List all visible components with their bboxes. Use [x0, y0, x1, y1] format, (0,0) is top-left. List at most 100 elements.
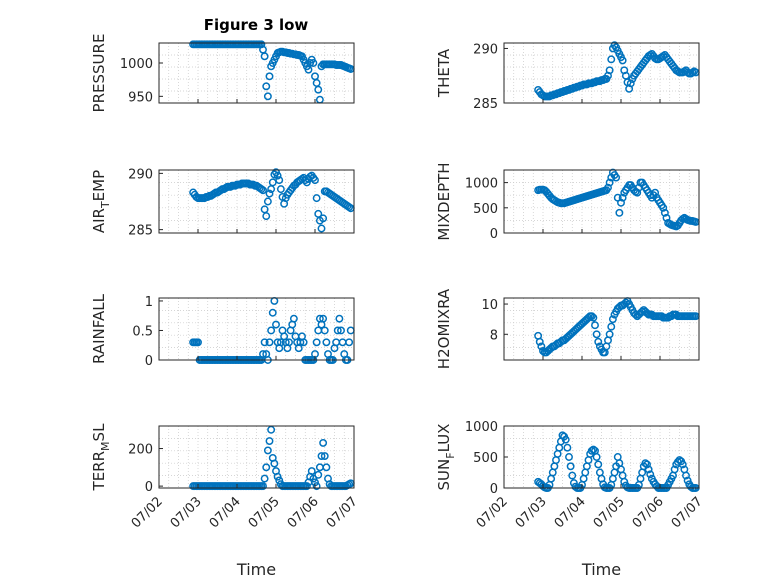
data-point — [631, 310, 640, 319]
x-tick-label: 07/03 — [513, 494, 550, 531]
y-axis-label: AIRTEMP — [90, 170, 112, 233]
x-tick-label: 07/05 — [246, 494, 283, 531]
y-tick-label: 8 — [490, 328, 498, 343]
x-axis-label: Time — [236, 560, 276, 579]
y-axis-label: H2OMIXRA — [435, 288, 453, 369]
subplot-sun-flux: 0 500 1000 07/02 07/03 07/04 07/05 07/06 07/07 Ti… — [435, 420, 706, 579]
data-point — [263, 92, 272, 101]
data-point — [320, 326, 329, 335]
y-axis-label: SUNFLUX — [435, 424, 457, 491]
data-point — [644, 465, 653, 474]
y-tick-label: 10 — [481, 298, 498, 313]
y-tick-label: 1 — [145, 295, 153, 310]
data-point — [275, 476, 284, 485]
y-label-main: MIXDEPTH — [435, 162, 453, 240]
data-point — [268, 178, 277, 187]
y-axis-label: RAINFALL — [90, 293, 108, 364]
data-point — [660, 208, 669, 217]
subplot-h2omixra: 8 10 H2OMIXRA — [435, 288, 700, 369]
data-point — [591, 321, 599, 330]
y-label-main: H2OMIXRA — [435, 288, 453, 369]
y-tick-label: 290 — [473, 42, 498, 57]
y-tick-label: 500 — [473, 202, 498, 217]
data-point — [272, 320, 280, 329]
data-point — [312, 482, 321, 491]
data-point — [626, 79, 635, 88]
y-tick-label: 0.5 — [132, 324, 153, 339]
x-axis-label: Time — [581, 560, 621, 579]
data-point — [643, 460, 651, 469]
data-point — [267, 425, 276, 434]
data-point — [651, 188, 660, 197]
y-tick-label: 0 — [490, 482, 498, 497]
subplot-theta: 285 290 THETA — [435, 41, 700, 112]
x-tick-label: 07/03 — [168, 494, 205, 531]
data-point — [604, 183, 612, 192]
data-point — [260, 474, 269, 483]
data-point — [678, 460, 687, 469]
y-label-main: PRESSURE — [90, 34, 108, 113]
data-point — [265, 72, 274, 81]
data-point — [620, 477, 629, 486]
y-label-main: THETA — [435, 48, 453, 98]
data-point — [605, 66, 614, 75]
data-point — [260, 52, 269, 61]
x-tick-label: 07/02 — [474, 494, 511, 531]
y-tick-label: 1000 — [465, 420, 498, 435]
y-axis-label: TERRMSL — [90, 423, 112, 492]
axes-box — [503, 169, 700, 234]
data-point — [314, 85, 323, 94]
y-label-main: RAINFALL — [90, 293, 108, 364]
data-point — [317, 224, 326, 233]
subplot-mixdepth: 0 500 1000 MIXDEPTH — [435, 162, 700, 242]
data-point — [289, 314, 298, 323]
data-point — [311, 176, 319, 185]
y-axis-label: THETA — [435, 48, 453, 98]
data-point — [312, 338, 321, 347]
data-point — [322, 338, 331, 347]
data-point — [561, 435, 570, 444]
data-point — [682, 471, 690, 480]
data-point — [265, 338, 274, 347]
x-tick-label: 07/04 — [207, 494, 244, 531]
y-tick-label: 500 — [473, 451, 498, 466]
y-label-subscript: F — [444, 452, 457, 458]
data-point — [683, 476, 692, 485]
y-tick-label: 0 — [145, 354, 153, 369]
axes-box — [158, 297, 355, 361]
axes-box — [503, 297, 700, 361]
data-point — [618, 56, 627, 65]
axes-box — [158, 425, 355, 489]
data-point — [646, 470, 655, 479]
data-point — [270, 459, 279, 468]
data-point — [309, 59, 318, 67]
axes-background — [159, 170, 354, 233]
data-point — [568, 471, 577, 480]
data-point — [299, 338, 308, 347]
data-point — [594, 337, 603, 346]
subplot-air-temp: 285 290 AIRTEMP — [90, 167, 355, 239]
axes-box — [158, 42, 355, 104]
subplot-pressure: 950 1000 PRESSURE — [90, 34, 355, 113]
axes-box — [158, 169, 355, 234]
y-axis-label: MIXDEPTH — [435, 162, 453, 240]
data-point — [670, 465, 679, 474]
data-point — [565, 453, 573, 461]
data-point — [607, 322, 616, 331]
data-point — [608, 315, 617, 324]
data-point — [592, 453, 601, 461]
data-point — [314, 470, 323, 479]
data-point — [262, 212, 271, 221]
y-tick-label: 1000 — [465, 177, 498, 192]
data-point — [312, 194, 321, 203]
y-tick-label: 285 — [128, 224, 153, 239]
data-point — [605, 330, 614, 339]
data-point — [345, 338, 354, 347]
data-point — [592, 330, 601, 339]
data-point — [337, 326, 345, 335]
data-point — [285, 338, 293, 347]
data-point — [260, 338, 269, 347]
y-label-main: AIR — [90, 208, 108, 233]
data-point — [615, 208, 624, 217]
